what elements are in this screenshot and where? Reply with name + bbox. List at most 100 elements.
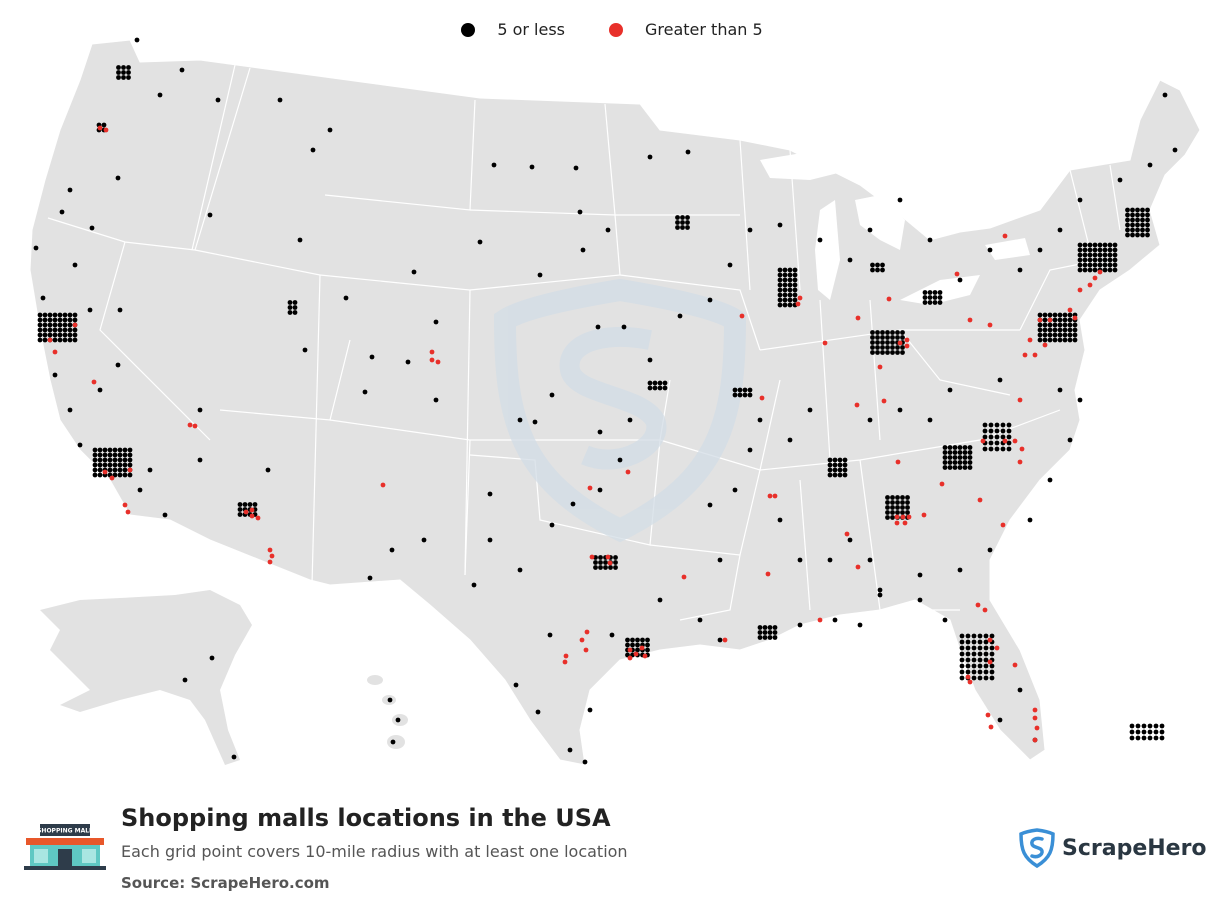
location-dot — [287, 310, 293, 315]
location-dot — [957, 567, 963, 573]
location-dot — [47, 317, 53, 323]
location-dot — [1125, 217, 1130, 223]
location-dot — [842, 472, 848, 478]
location-dot-high — [1012, 438, 1018, 444]
location-dot-high — [380, 482, 386, 488]
scrapehero-brand[interactable]: ScrapeHero — [1018, 828, 1207, 868]
location-dot — [390, 739, 396, 745]
location-dot-high — [627, 655, 633, 661]
location-dot — [1097, 262, 1103, 268]
location-dot-high — [854, 402, 860, 408]
location-dot — [1097, 242, 1103, 248]
location-dot — [1135, 207, 1140, 213]
location-dot — [1147, 162, 1153, 168]
location-dot — [1117, 177, 1123, 183]
location-dot — [937, 295, 943, 300]
location-dot — [782, 277, 788, 283]
location-dot — [92, 467, 98, 473]
location-dot-high — [255, 515, 261, 521]
location-dot-high — [987, 659, 993, 665]
location-dot-high — [1032, 707, 1038, 713]
location-dot — [787, 302, 793, 308]
location-dot — [983, 633, 989, 639]
location-dot — [1130, 207, 1135, 213]
location-dot — [842, 462, 848, 468]
location-dot-high — [587, 485, 593, 491]
location-dot-high — [109, 475, 115, 481]
location-dot — [1082, 267, 1088, 273]
location-dot — [959, 645, 965, 651]
location-dot — [867, 227, 873, 233]
location-dot — [1140, 227, 1145, 233]
location-dot — [1057, 317, 1063, 323]
location-dot — [987, 547, 993, 553]
location-dot-high — [269, 553, 275, 559]
location-dot — [942, 617, 948, 623]
location-dot — [635, 642, 640, 648]
location-dot — [727, 262, 733, 268]
location-dot — [885, 330, 890, 335]
location-dot — [880, 330, 885, 335]
location-dot — [782, 302, 788, 308]
location-dot — [967, 455, 973, 460]
location-dot — [42, 317, 48, 323]
location-dot — [237, 507, 243, 512]
location-dot — [587, 707, 593, 713]
location-dot-high — [987, 322, 993, 328]
location-dot — [827, 472, 833, 478]
location-dot — [297, 237, 303, 243]
location-dot — [870, 262, 875, 268]
location-dot — [971, 645, 977, 651]
location-dot — [1047, 322, 1053, 328]
location-dot — [597, 487, 603, 493]
location-dot — [1092, 262, 1098, 268]
location-dot — [965, 645, 971, 651]
location-dot — [1112, 252, 1118, 258]
location-dot — [832, 467, 838, 473]
location-dot — [767, 625, 773, 630]
location-dot — [1072, 337, 1078, 343]
location-dot — [717, 637, 723, 643]
location-dot — [987, 247, 993, 253]
location-dot — [1107, 262, 1113, 268]
location-dot — [897, 407, 903, 413]
location-dot — [959, 657, 965, 663]
location-dot — [1042, 317, 1048, 323]
location-dot — [952, 465, 958, 470]
location-dot — [1082, 262, 1088, 268]
mall-sign-text: SHOPPING MALL — [37, 828, 93, 835]
location-dot — [369, 354, 375, 360]
location-dot — [1057, 312, 1063, 318]
location-dot — [47, 312, 53, 318]
us-map-svg — [29, 37, 1201, 766]
location-dot — [433, 397, 439, 403]
location-dot — [491, 162, 497, 168]
location-dot — [608, 565, 613, 570]
location-dot — [942, 460, 948, 465]
location-dot — [662, 380, 668, 386]
location-dot — [593, 560, 598, 565]
location-dot — [1140, 217, 1145, 223]
location-dot — [1107, 252, 1113, 258]
location-dot — [117, 447, 123, 453]
location-dot — [717, 557, 723, 563]
location-dot — [1130, 212, 1135, 218]
location-dot — [1087, 262, 1093, 268]
location-dot-high — [429, 349, 435, 355]
location-dot — [965, 669, 971, 675]
location-dot — [737, 387, 743, 393]
location-dot — [997, 717, 1003, 723]
location-dot — [1145, 222, 1150, 228]
location-dot — [343, 295, 349, 301]
location-dot — [112, 457, 118, 463]
location-dot — [847, 537, 853, 543]
location-dot — [1162, 92, 1168, 98]
legend-label-greater-than-five: Greater than 5 — [645, 20, 763, 39]
location-dot — [647, 357, 653, 363]
location-dot — [1153, 723, 1159, 729]
location-dot — [942, 450, 948, 455]
location-dot — [870, 267, 875, 273]
location-dot-high — [886, 296, 892, 302]
location-dot — [242, 502, 248, 507]
location-dot — [983, 645, 989, 651]
